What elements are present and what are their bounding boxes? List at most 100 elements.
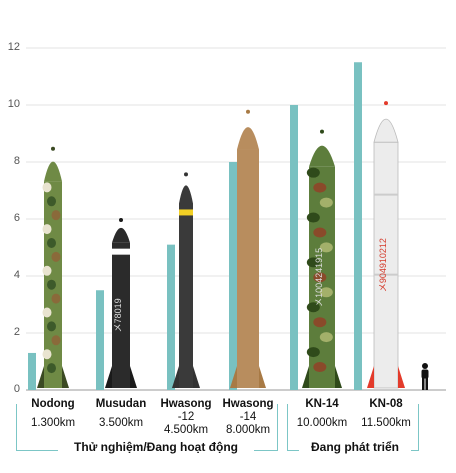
category-label-line: -12 — [177, 411, 195, 423]
range-label: 3.500km — [98, 417, 144, 429]
camo-patch — [47, 196, 56, 207]
missile-nose — [237, 127, 259, 150]
stage-line — [374, 273, 398, 276]
camo-patch — [313, 317, 327, 328]
group-label-testing: Thử nghiệm/Đang hoạt động — [58, 440, 254, 454]
missile-marking: メ1004241915 — [314, 248, 324, 307]
missile-fin — [259, 366, 266, 388]
camo-patch — [51, 251, 61, 262]
camo-patch — [47, 237, 56, 248]
camo-patch — [319, 332, 333, 343]
missile-marking: メ78019 — [113, 298, 123, 332]
category-label: Musudan — [81, 398, 161, 411]
camo-patch — [42, 182, 52, 193]
category-label: Nodong — [13, 398, 93, 411]
category-label-line: -14 — [239, 411, 257, 423]
missile-nose — [309, 145, 335, 167]
missile-tip — [384, 101, 388, 106]
y-tick-label: 10 — [7, 98, 20, 110]
category-label-line: Musudan — [95, 398, 147, 410]
camo-patch — [47, 321, 56, 332]
range-label: 4.500km — [163, 424, 209, 436]
camo-patch — [319, 287, 333, 298]
missile-fin — [105, 366, 112, 388]
missile — [172, 172, 200, 388]
range-label: 10.000km — [296, 417, 348, 429]
camo-patch — [42, 265, 52, 276]
y-tick-label: 4 — [13, 269, 20, 281]
range-label: 8.000km — [225, 424, 271, 436]
range-label: 11.500km — [361, 417, 411, 429]
y-tick-label: 8 — [13, 155, 20, 167]
camo-patch — [51, 210, 61, 221]
camo-patch — [42, 349, 52, 360]
camo-patch — [306, 347, 320, 358]
camo-patch — [51, 335, 61, 346]
stage-line — [374, 193, 398, 196]
y-tick-label: 2 — [13, 326, 20, 338]
camo-patch — [51, 293, 61, 304]
missile: メ904910212 — [367, 101, 405, 389]
missile-band — [112, 248, 130, 255]
missile: メ1004241915 — [302, 129, 342, 388]
bar — [28, 352, 36, 390]
bar — [167, 244, 175, 390]
missile-body — [237, 149, 259, 388]
missile-nose — [373, 119, 399, 143]
bar — [354, 62, 362, 390]
missile-marking: メ904910212 — [378, 238, 388, 292]
y-tick-label: 12 — [7, 41, 20, 53]
missile-band — [179, 209, 193, 216]
missile-fin — [335, 366, 342, 388]
camo-patch — [313, 227, 327, 238]
missile: メ78019 — [105, 218, 137, 388]
missile-body — [112, 242, 130, 388]
category-label: KN-14 — [282, 398, 362, 411]
missile-fin — [398, 366, 405, 388]
missile-nose — [179, 185, 193, 204]
missile-nose — [44, 161, 62, 182]
missile-tip — [119, 218, 123, 222]
bar — [229, 162, 237, 390]
missile-fin — [230, 366, 237, 388]
camo-patch — [319, 242, 333, 253]
bar — [290, 105, 298, 390]
camo-patch — [306, 212, 320, 223]
camo-patch — [306, 257, 320, 268]
category-label-line: KN-08 — [369, 398, 403, 410]
category-label: Hwasong -14 — [208, 398, 288, 424]
missile — [37, 146, 69, 388]
group-label-development: Đang phát triển — [299, 440, 411, 454]
camo-patch — [42, 224, 52, 235]
person-silhouette-icon — [421, 363, 429, 390]
camo-patch — [313, 272, 327, 283]
missile-fin — [302, 366, 309, 388]
missile-fin — [37, 366, 44, 388]
camo-patch — [42, 307, 52, 318]
y-tick-label: 6 — [13, 212, 20, 224]
missile-fin — [367, 366, 374, 388]
camo-patch — [319, 197, 333, 208]
missile-body — [179, 203, 193, 388]
missile-fin — [193, 366, 200, 388]
camo-patch — [306, 302, 320, 313]
missile-tip — [246, 109, 250, 114]
bar — [96, 290, 104, 390]
camo-patch — [313, 362, 327, 373]
missile-tip — [184, 172, 188, 177]
camo-patch — [47, 363, 56, 374]
camo-patch — [47, 279, 56, 290]
range-label: 1.300km — [30, 417, 76, 429]
bars — [28, 62, 362, 390]
category-label-line: Hwasong — [222, 398, 274, 410]
missiles: メ78019 メ1004241915 メ904910212 — [37, 101, 405, 389]
category-label: KN-08 — [346, 398, 426, 411]
category-label: Hwasong -12 — [146, 398, 226, 424]
missile-fin — [130, 366, 137, 388]
category-label-line: KN-14 — [305, 398, 339, 410]
y-tick-label: 0 — [13, 383, 20, 395]
missile-fin — [62, 366, 69, 388]
missile — [230, 109, 266, 388]
missile-tip — [51, 146, 55, 151]
